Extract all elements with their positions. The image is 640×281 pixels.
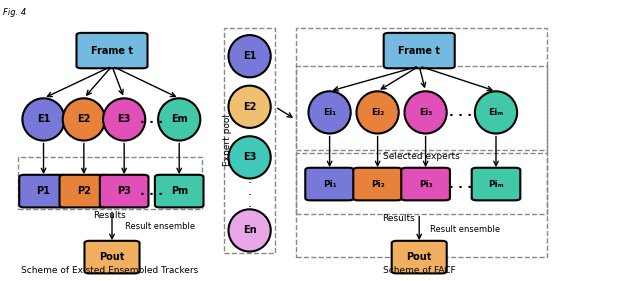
FancyBboxPatch shape <box>384 33 455 68</box>
Ellipse shape <box>158 98 200 140</box>
Text: Pout: Pout <box>406 252 432 262</box>
FancyBboxPatch shape <box>19 175 68 207</box>
Text: Selected experts: Selected experts <box>383 152 460 161</box>
Ellipse shape <box>228 86 271 128</box>
FancyBboxPatch shape <box>353 168 402 200</box>
Text: Expert pool: Expert pool <box>223 114 232 167</box>
FancyBboxPatch shape <box>77 33 147 68</box>
Text: Ei₁: Ei₁ <box>323 108 336 117</box>
FancyBboxPatch shape <box>305 168 354 200</box>
Text: Piₘ: Piₘ <box>488 180 504 189</box>
Ellipse shape <box>22 98 65 140</box>
Text: Em: Em <box>171 114 188 124</box>
Ellipse shape <box>103 98 145 140</box>
Text: Fig. 4: Fig. 4 <box>3 8 26 17</box>
Text: P2: P2 <box>77 186 91 196</box>
Ellipse shape <box>356 91 399 133</box>
Text: Scheme of Existed Ensembled Trackers: Scheme of Existed Ensembled Trackers <box>21 266 198 275</box>
FancyBboxPatch shape <box>392 241 447 273</box>
FancyBboxPatch shape <box>155 175 204 207</box>
Text: ·
·
·: · · · <box>248 177 252 214</box>
Text: . . .: . . . <box>449 178 472 191</box>
Text: Ei₂: Ei₂ <box>371 108 384 117</box>
Ellipse shape <box>475 91 517 133</box>
FancyBboxPatch shape <box>401 168 450 200</box>
Text: . . .: . . . <box>140 185 163 198</box>
Ellipse shape <box>308 91 351 133</box>
FancyBboxPatch shape <box>100 175 148 207</box>
Text: E2: E2 <box>243 102 256 112</box>
Text: E2: E2 <box>77 114 90 124</box>
Text: . . .: . . . <box>140 113 163 126</box>
Text: Scheme of FACF: Scheme of FACF <box>383 266 456 275</box>
Text: P3: P3 <box>117 186 131 196</box>
Text: Frame t: Frame t <box>91 46 133 56</box>
Text: En: En <box>243 225 257 235</box>
Text: Pi₃: Pi₃ <box>419 180 433 189</box>
Text: Eiₘ: Eiₘ <box>488 108 504 117</box>
Text: . . .: . . . <box>449 106 472 119</box>
Text: E3: E3 <box>118 114 131 124</box>
FancyBboxPatch shape <box>60 175 108 207</box>
Text: Pi₂: Pi₂ <box>371 180 385 189</box>
FancyBboxPatch shape <box>472 168 520 200</box>
Text: Ei₃: Ei₃ <box>419 108 432 117</box>
Text: E1: E1 <box>243 51 256 61</box>
Ellipse shape <box>63 98 105 140</box>
Text: Frame t: Frame t <box>398 46 440 56</box>
Ellipse shape <box>228 136 271 178</box>
FancyBboxPatch shape <box>84 241 140 273</box>
Text: Pi₁: Pi₁ <box>323 180 337 189</box>
Text: Results: Results <box>93 211 126 220</box>
Text: P1: P1 <box>36 186 51 196</box>
Text: Result ensemble: Result ensemble <box>125 222 195 231</box>
Text: Pout: Pout <box>99 252 125 262</box>
Ellipse shape <box>228 209 271 251</box>
Text: E3: E3 <box>243 152 256 162</box>
Text: Pm: Pm <box>171 186 188 196</box>
Ellipse shape <box>228 35 271 77</box>
Text: Results: Results <box>382 214 415 223</box>
Ellipse shape <box>404 91 447 133</box>
Text: Result ensemble: Result ensemble <box>430 225 500 234</box>
Text: E1: E1 <box>37 114 50 124</box>
